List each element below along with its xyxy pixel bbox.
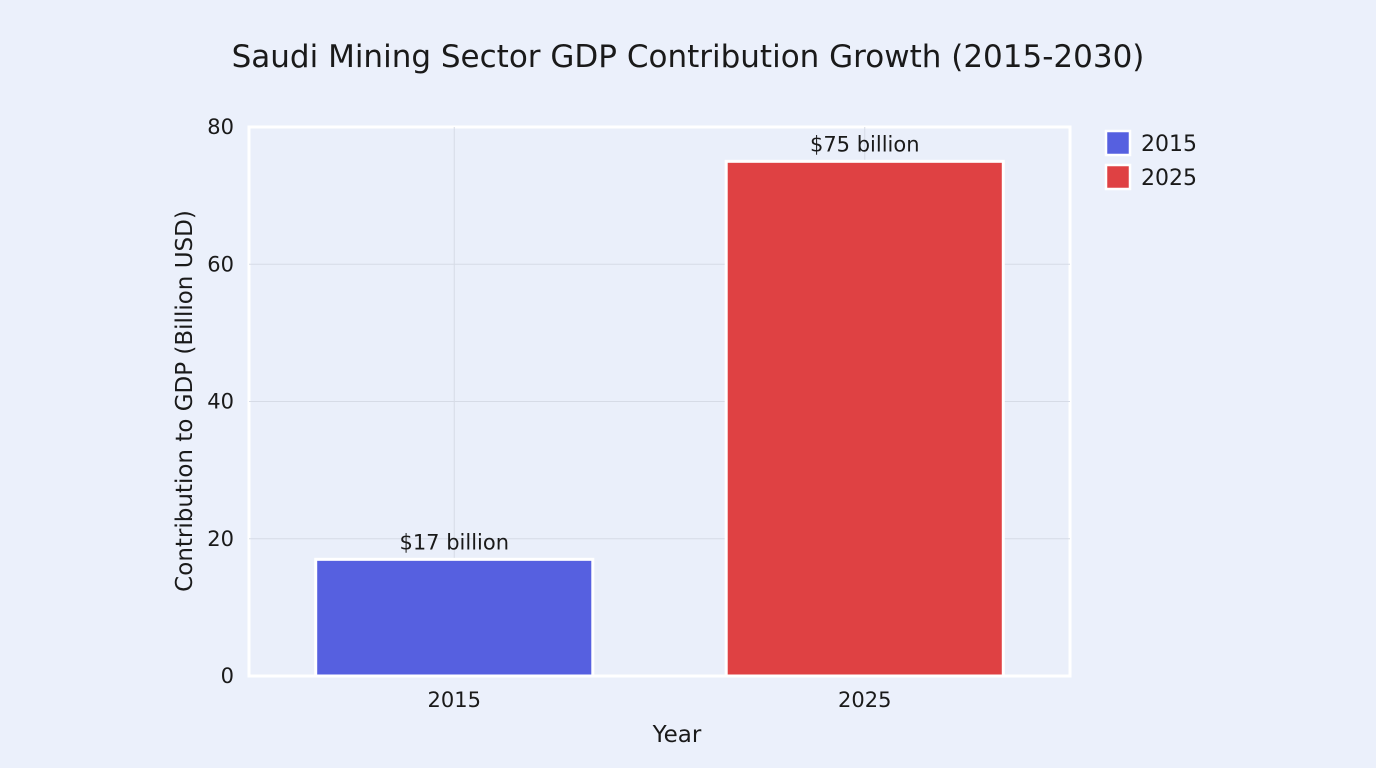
data-label-2015: $17 billion: [399, 530, 509, 554]
legend: 2015 2025: [1104, 129, 1197, 191]
legend-label-2025: 2025: [1141, 166, 1197, 191]
bars: [314, 159, 1005, 678]
legend-swatch-2015: [1104, 129, 1132, 157]
data-label-2025: $75 billion: [810, 132, 920, 156]
chart-title: Saudi Mining Sector GDP Contribution Gro…: [232, 39, 1145, 75]
y-tick-label: 0: [221, 664, 234, 688]
y-tick-label: 80: [207, 115, 234, 139]
x-tick-label: 2015: [428, 688, 481, 712]
x-axis-title: Year: [652, 722, 702, 748]
x-tick-label: 2025: [838, 688, 891, 712]
legend-label-2015: 2015: [1141, 132, 1197, 157]
y-tick-label: 40: [207, 390, 234, 414]
bar-2015: [314, 557, 595, 678]
y-axis-ticks: 0 20 40 60 80: [207, 115, 234, 688]
y-tick-label: 20: [207, 527, 234, 551]
data-labels: $17 billion $75 billion: [399, 132, 919, 554]
legend-swatch-2025: [1104, 163, 1132, 191]
y-tick-label: 60: [207, 252, 234, 276]
x-axis-ticks: 2015 2025: [428, 688, 892, 712]
y-axis-title: Contribution to GDP (Billion USD): [172, 210, 198, 592]
bar-2025: [724, 159, 1005, 678]
